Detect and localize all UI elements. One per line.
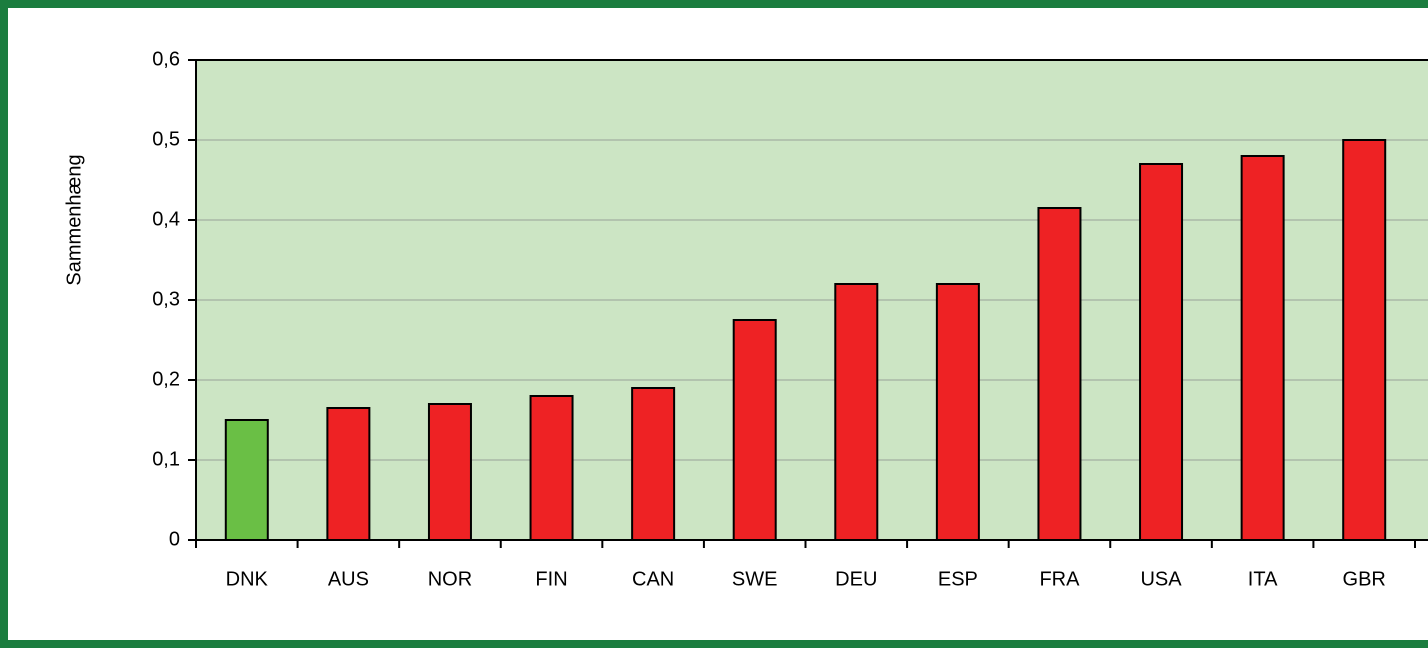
y-tick-label: 0 [169, 528, 180, 550]
bar [224, 419, 269, 541]
x-tick-label: ITA [1248, 568, 1278, 590]
x-tick-label: USA [1140, 568, 1182, 590]
x-tick-label: GBR [1343, 568, 1386, 590]
bar [834, 283, 879, 541]
bar [529, 395, 574, 541]
bar [1139, 163, 1184, 541]
bar [631, 387, 676, 541]
bar [1240, 155, 1285, 541]
y-tick-label: 0,3 [152, 288, 180, 310]
bar [1342, 139, 1387, 541]
bar [732, 319, 777, 541]
y-tick-label: 0,4 [152, 208, 180, 230]
x-tick-label: ESP [938, 568, 978, 590]
x-tick-label: DEU [835, 568, 877, 590]
y-tick-label: 0,6 [152, 48, 180, 70]
bar [427, 403, 472, 541]
x-tick-label: AUS [328, 568, 369, 590]
bar [326, 407, 371, 541]
x-tick-label: NOR [428, 568, 472, 590]
bar [1037, 207, 1082, 541]
x-tick-label: SWE [732, 568, 778, 590]
x-tick-label: FRA [1039, 568, 1080, 590]
bar [935, 283, 980, 541]
x-tick-label: CAN [632, 568, 674, 590]
y-tick-label: 0,2 [152, 368, 180, 390]
y-tick-label: 0,1 [152, 448, 180, 470]
x-tick-label: DNK [226, 568, 269, 590]
x-tick-label: FIN [535, 568, 567, 590]
y-axis-label: Sammenhæng [63, 154, 85, 285]
y-tick-label: 0,5 [152, 128, 180, 150]
